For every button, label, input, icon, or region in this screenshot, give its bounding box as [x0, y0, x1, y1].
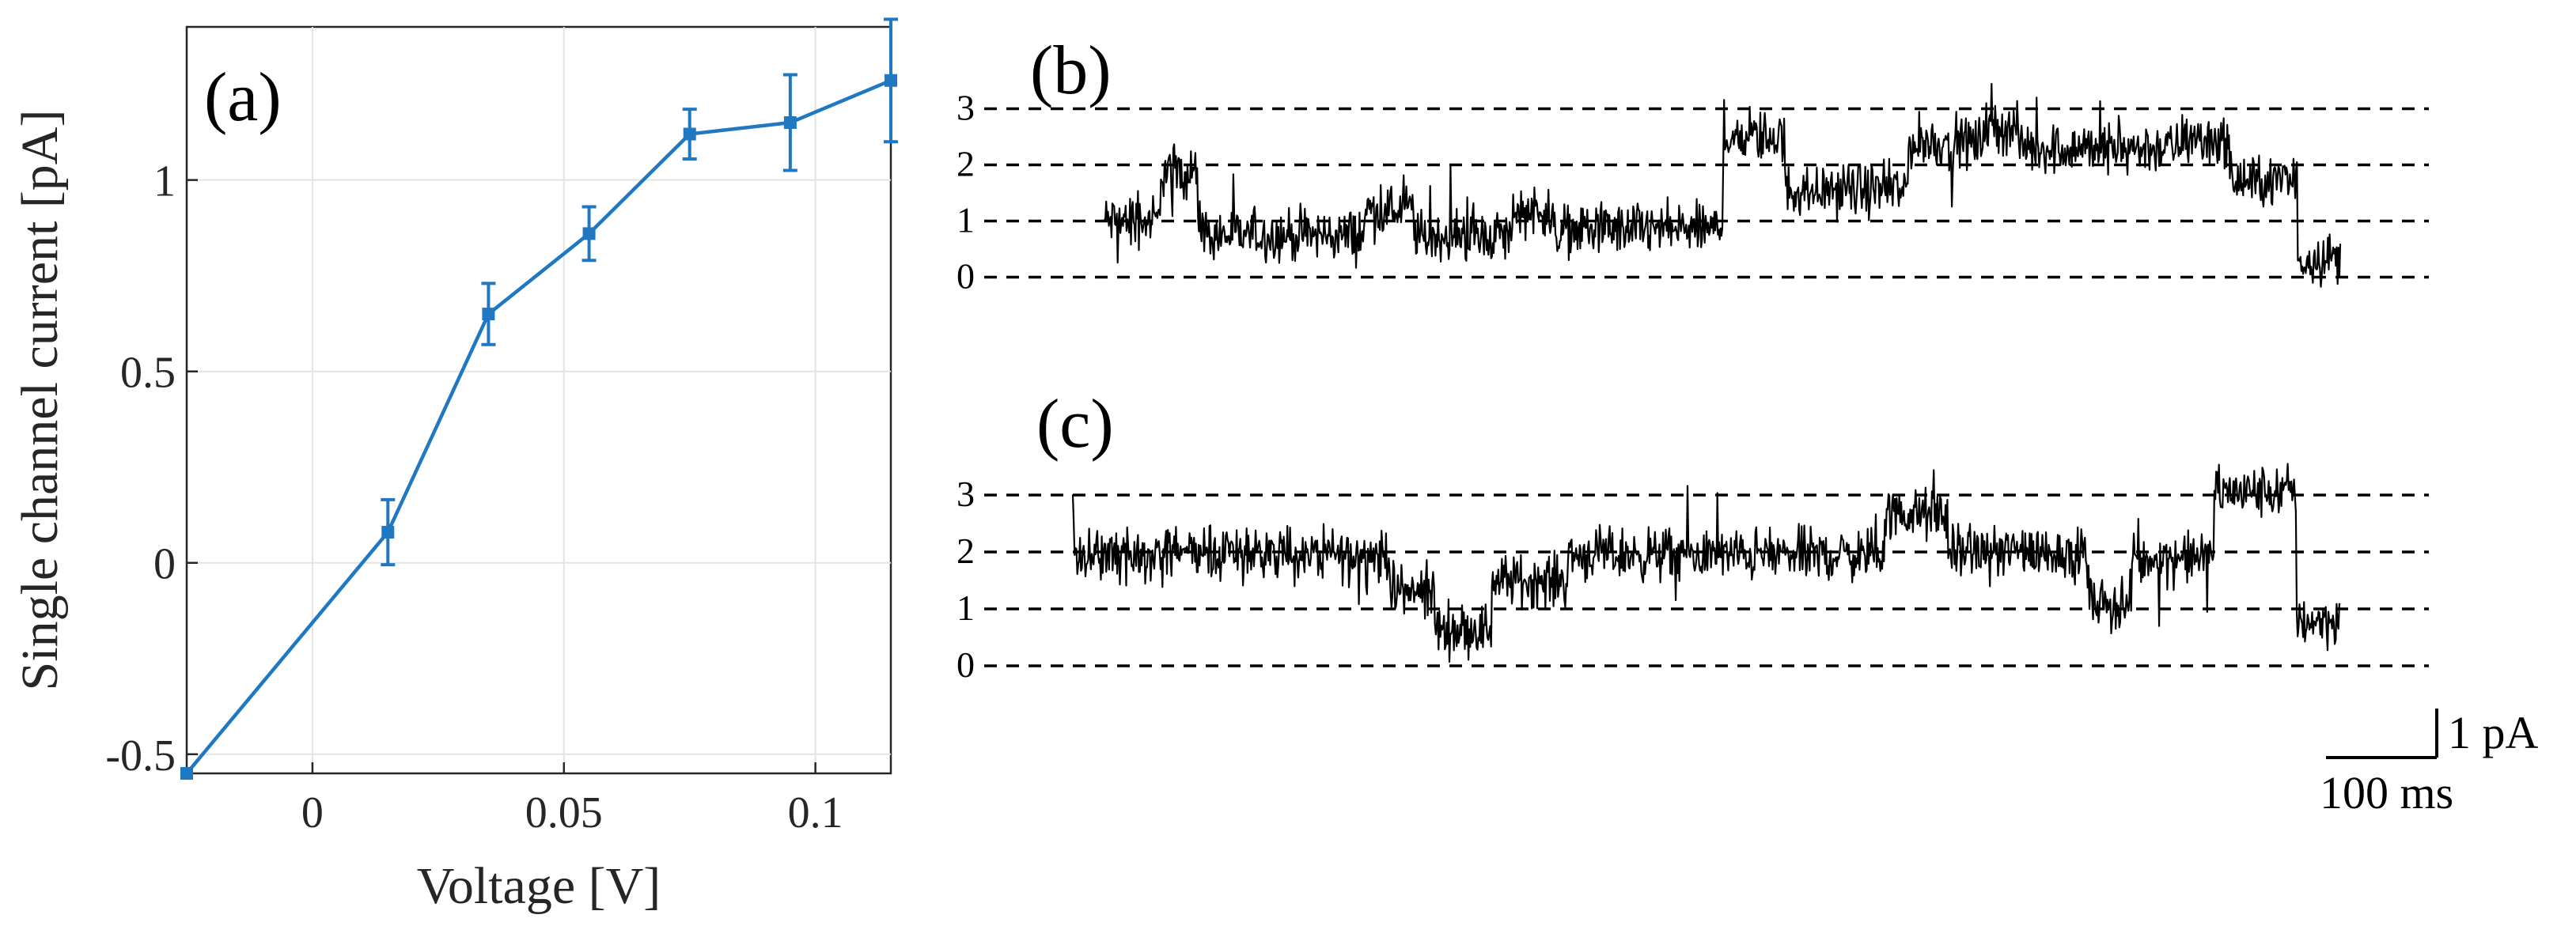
panel-a-label: (a) — [204, 59, 282, 136]
level-tick-label: 2 — [957, 144, 975, 184]
panel-a-ticks: 0 0.05 0.1 -0.5 0 0.5 1 — [105, 157, 843, 837]
data-point — [885, 74, 897, 87]
x-tick-label: 0.1 — [788, 788, 843, 837]
data-point — [180, 767, 193, 780]
panel-b-level-lines: 0 1 2 3 — [957, 88, 2429, 297]
panel-b-label: (b) — [1030, 32, 1112, 109]
y-tick-label: 0 — [153, 540, 176, 589]
level-tick-label: 3 — [957, 474, 975, 514]
level-tick-label: 0 — [957, 256, 975, 297]
data-point — [683, 127, 696, 141]
level-tick-label: 1 — [957, 200, 975, 240]
panel-a-grid — [187, 27, 891, 773]
level-tick-label: 1 — [957, 588, 975, 628]
x-tick-label: 0 — [301, 788, 324, 837]
level-tick-label: 0 — [957, 644, 975, 685]
data-point — [582, 227, 596, 240]
panel-a-series — [180, 17, 898, 780]
panel-c: (c) 0 1 2 3 — [957, 386, 2429, 685]
panel-c-label: (c) — [1036, 386, 1114, 463]
data-point — [381, 526, 395, 539]
panel-c-trace — [1071, 463, 2341, 663]
panel-a: 0 0.05 0.1 -0.5 0 0.5 1 (a) Voltage [V] Single… — [11, 17, 898, 915]
scale-bar: 1 pA 100 ms — [2320, 707, 2539, 818]
panel-b-trace — [1104, 82, 2342, 288]
scale-bar-time-label: 100 ms — [2320, 767, 2453, 818]
data-point — [482, 308, 495, 321]
data-point — [783, 116, 797, 130]
level-tick-label: 3 — [957, 88, 975, 128]
panel-a-frame — [185, 25, 892, 775]
y-tick-label: 1 — [153, 157, 176, 206]
panel-b: (b) 0 1 2 3 — [957, 32, 2429, 297]
x-axis-label: Voltage [V] — [417, 857, 661, 915]
scale-bar-current-label: 1 pA — [2448, 707, 2539, 758]
y-tick-label: 0.5 — [120, 349, 176, 398]
level-tick-label: 2 — [957, 531, 975, 571]
y-tick-label: -0.5 — [105, 731, 176, 780]
y-axis-label: Single channel current [pA] — [11, 110, 69, 691]
x-tick-label: 0.05 — [525, 788, 603, 837]
